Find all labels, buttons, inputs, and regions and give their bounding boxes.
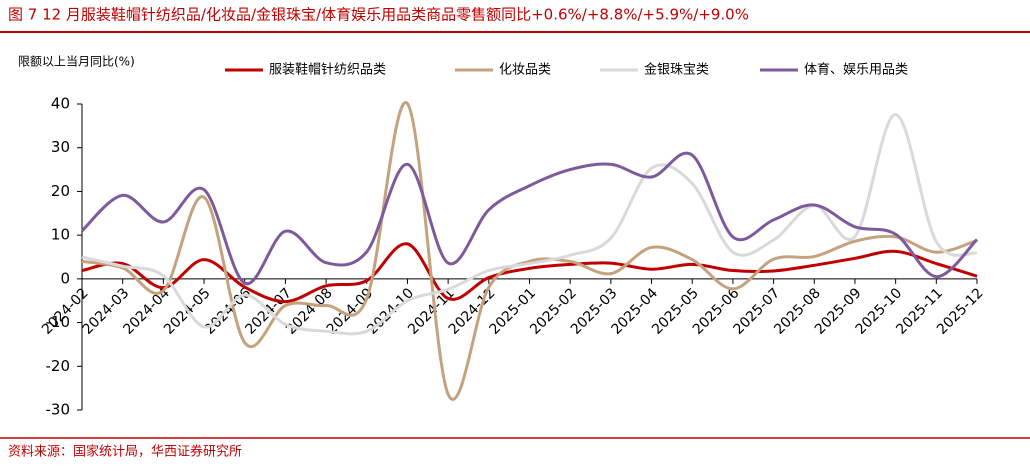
- source: 资料来源：国家统计局，华西证券研究所: [8, 444, 242, 460]
- series-line: [81, 112, 978, 336]
- y-tick-label: 30: [51, 138, 70, 156]
- y-tick-label: -10: [46, 313, 71, 331]
- y-tick-label: 40: [51, 95, 70, 113]
- series-line: [81, 242, 978, 304]
- y-tick-label: 10: [51, 226, 70, 244]
- series-line: [81, 101, 978, 401]
- series-line: [80, 151, 979, 286]
- legend-label: 服装鞋帽针纺织品类: [269, 62, 386, 78]
- y-axis-label: 限额以上当月同比(%): [18, 55, 135, 69]
- y-tick-label: -20: [46, 357, 71, 375]
- chart-title: 图 7 12 月服装鞋帽针纺织品/化妆品/金银珠宝/体育娱乐用品类商品零售额同比…: [8, 6, 749, 24]
- legend-label: 金银珠宝类: [644, 62, 709, 78]
- y-tick-label: 0: [60, 269, 70, 287]
- y-tick-label: -30: [46, 401, 71, 419]
- y-tick-label: 20: [51, 182, 70, 200]
- legend-label: 化妆品类: [499, 63, 551, 78]
- legend-label: 体育、娱乐用品类: [804, 62, 908, 78]
